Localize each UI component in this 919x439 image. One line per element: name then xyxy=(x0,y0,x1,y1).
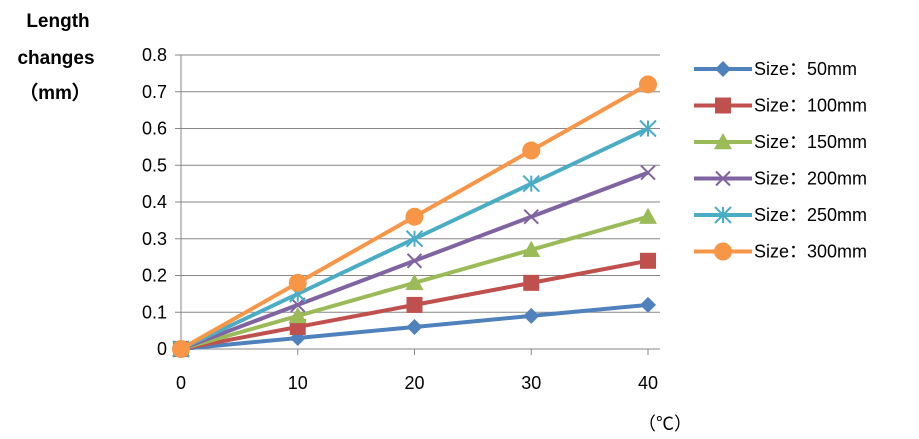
data-point xyxy=(640,164,656,181)
y-tick-label: 0.3 xyxy=(142,229,167,249)
data-point xyxy=(639,75,657,94)
legend-marker xyxy=(714,133,732,150)
series-5 xyxy=(172,75,657,358)
legend-marker xyxy=(715,170,731,187)
x-tick-label: 10 xyxy=(288,373,308,393)
y-tick-label: 0.2 xyxy=(142,266,167,286)
data-point xyxy=(523,274,540,291)
data-point xyxy=(406,296,423,313)
legend-marker xyxy=(714,206,732,224)
data-point xyxy=(640,296,656,313)
y-tick-labels: 0 0.1 0.2 0.3 0.4 0.5 0.6 0.7 0.8 xyxy=(142,45,167,359)
data-point xyxy=(290,297,306,313)
gridlines xyxy=(181,54,660,313)
data-point xyxy=(522,141,541,160)
legend-item-4: Size：250mm xyxy=(694,205,867,225)
legend-item-1: Size：100mm xyxy=(694,96,867,116)
legend-item-0: Size：50mm xyxy=(694,59,857,79)
legend-label: Size：200mm xyxy=(754,169,867,189)
x-tick-label: 40 xyxy=(638,373,658,393)
legend-label: Size：100mm xyxy=(754,96,867,116)
legend: Size：50mm Size：100mm Size：150mm Size：200mm S… xyxy=(694,59,867,262)
legend-label: Size：250mm xyxy=(754,205,867,225)
data-point xyxy=(288,306,307,324)
data-point xyxy=(406,253,423,269)
data-point xyxy=(639,207,657,224)
y-tick-label: 0.4 xyxy=(142,192,167,212)
data-point xyxy=(522,240,541,257)
legend-item-5: Size：300mm xyxy=(694,242,867,262)
legend-item-3: Size：200mm xyxy=(694,169,867,189)
data-point xyxy=(406,318,423,335)
data-point xyxy=(639,119,657,138)
data-point xyxy=(523,208,539,225)
legend-label: Size：150mm xyxy=(754,132,867,152)
y-axis-title-line-3: （mm） xyxy=(19,81,91,104)
data-point xyxy=(405,207,424,226)
y-tick-label: 0.6 xyxy=(142,119,167,139)
legend-marker xyxy=(715,97,731,114)
data-point xyxy=(172,340,190,358)
data-point xyxy=(640,252,656,269)
x-tick-label: 20 xyxy=(404,373,424,393)
legend-marker xyxy=(714,242,732,261)
x-tick-labels: 0 10 20 30 40 xyxy=(176,373,658,393)
y-tick-label: 0.1 xyxy=(142,302,167,322)
x-tick-label: 30 xyxy=(521,373,541,393)
x-tick-label: 0 xyxy=(176,373,186,393)
y-tick-label: 0 xyxy=(157,339,167,359)
y-axis-title-line-1: Length xyxy=(26,11,89,32)
data-point xyxy=(405,273,424,291)
axes xyxy=(175,54,660,355)
y-tick-label: 0.8 xyxy=(142,45,167,65)
y-axis-title-line-2: changes xyxy=(17,48,94,69)
y-tick-label: 0.7 xyxy=(142,82,167,102)
x-axis-title: （℃） xyxy=(638,414,692,434)
y-axis-title: Length changes （mm） xyxy=(17,11,94,104)
legend-item-2: Size：150mm xyxy=(694,132,867,152)
data-point xyxy=(523,307,540,324)
data-point xyxy=(522,174,540,193)
legend-label: Size：300mm xyxy=(754,242,867,262)
legend-label: Size：50mm xyxy=(754,59,857,79)
data-point xyxy=(288,273,307,292)
legend-marker xyxy=(715,61,731,77)
data-point xyxy=(405,230,424,248)
y-tick-label: 0.5 xyxy=(142,155,167,175)
series-group xyxy=(172,75,657,358)
